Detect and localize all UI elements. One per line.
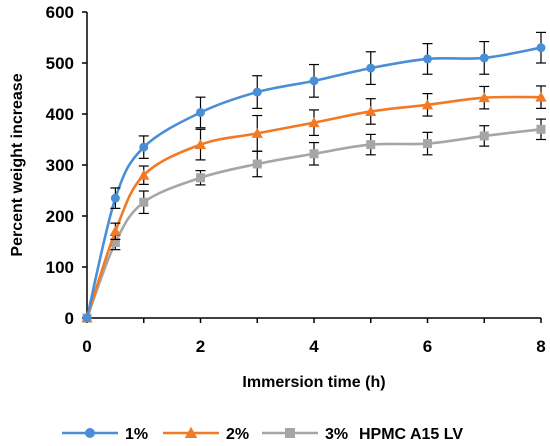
x-tick-label: 2: [196, 337, 205, 356]
x-tick-label: 4: [309, 337, 319, 356]
x-tick-label: 0: [82, 337, 91, 356]
y-tick-label: 500: [46, 54, 74, 73]
data-point: [110, 193, 120, 203]
data-point: [478, 92, 490, 103]
x-tick-label: 8: [536, 337, 545, 356]
data-point: [366, 140, 376, 150]
series-line: [85, 128, 542, 319]
legend: 1% 2% 3% HPMC A15 LV: [62, 426, 463, 443]
data-point: [536, 124, 546, 134]
data-point: [110, 238, 120, 248]
data-point: [479, 53, 489, 63]
series-line: [85, 95, 542, 319]
data-point: [421, 99, 434, 110]
y-tick-label: 200: [46, 207, 74, 226]
legend-marker: [85, 428, 95, 438]
data-point: [139, 197, 149, 207]
legend-label: 1%: [125, 426, 148, 443]
data-point: [138, 169, 150, 180]
data-point: [194, 138, 207, 150]
series-line: [85, 46, 542, 319]
data-point: [196, 107, 205, 117]
legend-label: 3%: [325, 426, 348, 443]
legend-marker: [285, 428, 295, 438]
series-2pct: [81, 85, 547, 323]
data-point: [109, 225, 121, 236]
legend-marker: [184, 426, 198, 438]
y-tick-label: 0: [65, 309, 74, 328]
data-point: [139, 142, 149, 152]
data-point: [535, 91, 547, 102]
data-point: [251, 127, 263, 138]
data-point: [252, 87, 262, 97]
series-3pct: [82, 118, 546, 323]
x-axis-title: Immersion time (h): [242, 374, 385, 391]
data-point: [423, 54, 432, 64]
y-tick-label: 400: [46, 105, 74, 124]
y-tick-label: 300: [46, 156, 74, 175]
data-point: [365, 105, 377, 116]
y-axis-title: Percent weight increase: [9, 73, 26, 256]
y-tick-label: 600: [46, 3, 74, 22]
legend-note: HPMC A15 LV: [359, 426, 463, 443]
y-tick-label: 100: [46, 258, 74, 277]
data-point: [536, 43, 546, 53]
data-point: [309, 76, 319, 86]
data-point: [423, 139, 432, 149]
series-1pct: [82, 31, 546, 323]
data-point: [82, 313, 92, 323]
x-tick-label: 6: [423, 337, 432, 356]
data-point: [308, 117, 320, 128]
data-point: [479, 131, 489, 141]
data-point: [366, 63, 376, 73]
legend-label: 2%: [226, 426, 249, 443]
data-point: [252, 159, 262, 169]
data-point: [309, 149, 319, 159]
data-point: [196, 173, 205, 183]
